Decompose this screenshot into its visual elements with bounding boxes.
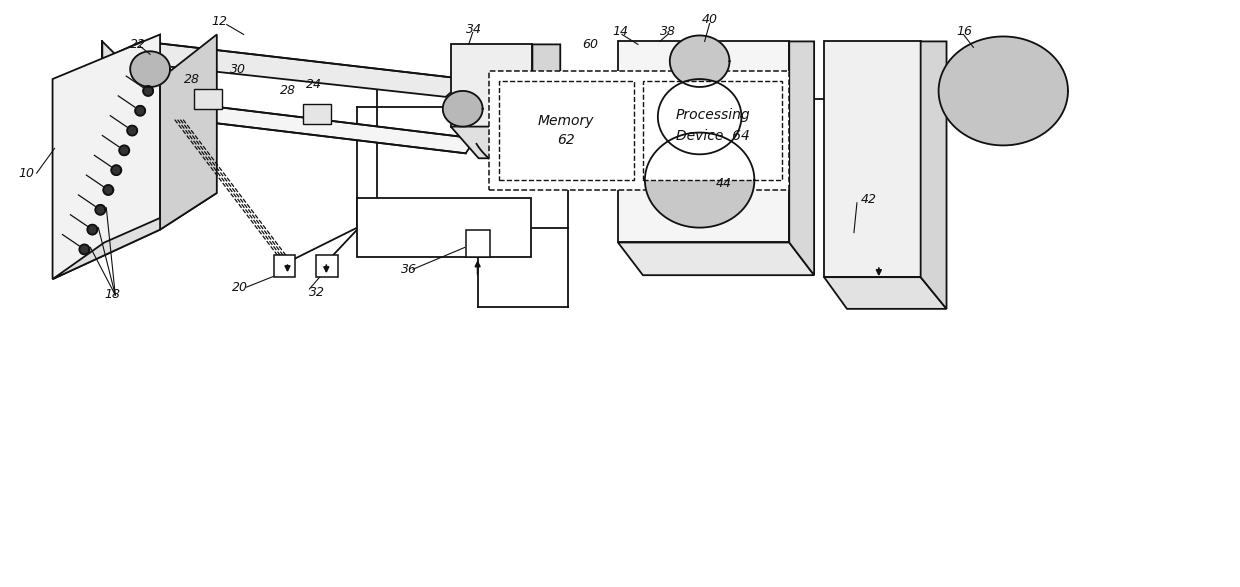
Polygon shape	[451, 127, 560, 158]
Text: 38: 38	[660, 25, 676, 38]
Polygon shape	[645, 133, 754, 228]
Bar	[357, 198, 532, 257]
Text: 28: 28	[279, 85, 295, 97]
Text: Processing: Processing	[676, 107, 750, 122]
Polygon shape	[103, 185, 113, 195]
Text: 24: 24	[306, 77, 322, 90]
Bar	[193, 89, 222, 109]
Polygon shape	[128, 126, 138, 136]
Bar	[304, 104, 331, 124]
Polygon shape	[825, 42, 920, 277]
Polygon shape	[451, 45, 532, 127]
Text: Device  64: Device 64	[676, 129, 749, 143]
Text: 36: 36	[401, 263, 417, 276]
Polygon shape	[103, 42, 466, 97]
Text: 32: 32	[310, 285, 325, 299]
Polygon shape	[532, 45, 560, 158]
Text: Memory: Memory	[538, 114, 594, 127]
Polygon shape	[939, 36, 1068, 146]
Bar	[274, 255, 295, 277]
Polygon shape	[119, 146, 129, 156]
Text: 30: 30	[229, 63, 246, 76]
Text: 34: 34	[466, 23, 481, 36]
Polygon shape	[443, 91, 482, 127]
Polygon shape	[825, 277, 946, 309]
Polygon shape	[52, 35, 160, 279]
Polygon shape	[87, 225, 98, 235]
Text: 40: 40	[702, 13, 718, 26]
Bar	[489, 71, 789, 190]
Polygon shape	[618, 242, 815, 275]
Polygon shape	[920, 42, 946, 309]
Polygon shape	[143, 86, 153, 96]
Bar	[642, 81, 782, 180]
Text: 12: 12	[212, 15, 228, 28]
Polygon shape	[112, 165, 122, 175]
Text: 28: 28	[184, 73, 200, 86]
Polygon shape	[103, 42, 162, 117]
Polygon shape	[95, 205, 105, 215]
Polygon shape	[130, 51, 170, 87]
Text: 10: 10	[19, 167, 35, 180]
Text: 60: 60	[582, 38, 598, 51]
Polygon shape	[160, 35, 217, 230]
Polygon shape	[162, 101, 476, 153]
Polygon shape	[618, 42, 789, 242]
Bar	[466, 230, 490, 257]
Polygon shape	[658, 79, 742, 154]
Text: 62: 62	[557, 133, 575, 147]
Polygon shape	[52, 193, 217, 279]
Text: 22: 22	[130, 38, 146, 51]
Polygon shape	[79, 244, 89, 254]
Text: 42: 42	[861, 193, 877, 207]
Text: 14: 14	[613, 25, 627, 38]
Text: 16: 16	[956, 25, 972, 38]
Polygon shape	[789, 42, 815, 275]
Text: 20: 20	[232, 281, 248, 294]
Bar	[316, 255, 339, 277]
Polygon shape	[670, 35, 729, 87]
Text: 44: 44	[715, 177, 732, 190]
Bar	[498, 81, 634, 180]
Polygon shape	[135, 106, 145, 116]
Text: 18: 18	[104, 288, 120, 302]
